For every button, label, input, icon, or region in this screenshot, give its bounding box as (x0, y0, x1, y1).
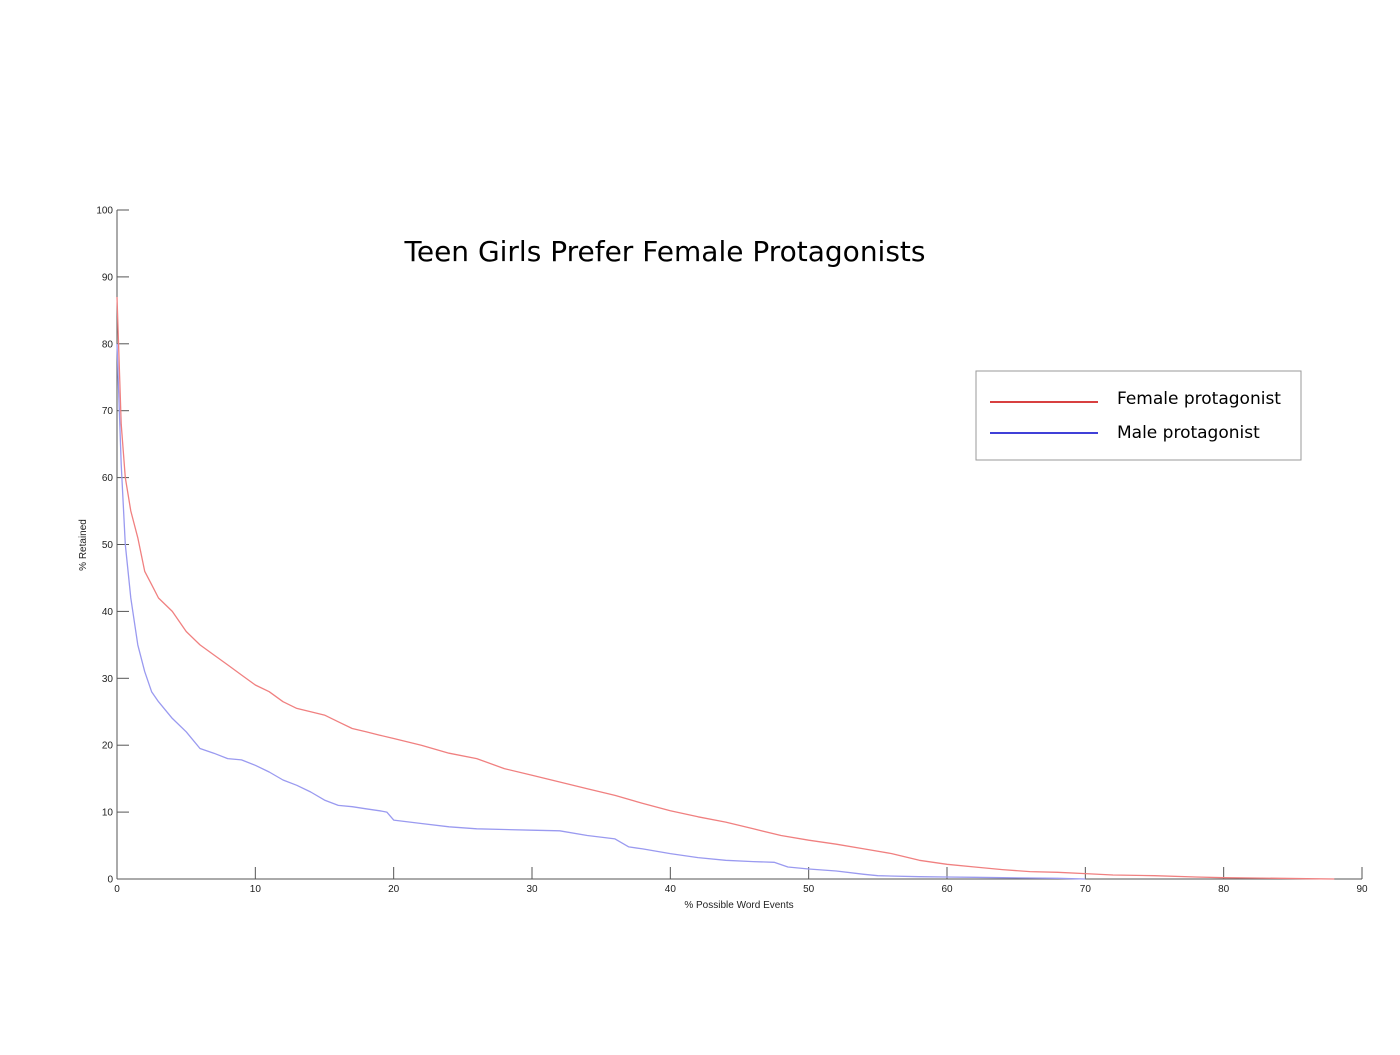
x-tick-label: 40 (665, 884, 677, 895)
axes: 0 10 20 30 40 50 60 70 80 90 100 0 10 20 30 40 50 60 70 80 9… (96, 206, 1368, 896)
legend-label-female: Female protagonist (1117, 389, 1281, 409)
x-tick-label: 50 (803, 884, 815, 895)
y-axis-label: % Retained (78, 519, 89, 571)
y-tick-label: 50 (102, 540, 114, 551)
x-tick-label: 90 (1356, 884, 1368, 895)
y-tick-label: 20 (102, 741, 114, 752)
y-tick-label: 70 (102, 406, 114, 417)
legend: Female protagonist Male protagonist (975, 370, 1302, 461)
x-tick-label: 30 (526, 884, 538, 895)
y-tick-label: 30 (102, 674, 114, 685)
chart-title: Teen Girls Prefer Female Protagonists (404, 235, 926, 268)
x-tick-label: 0 (114, 884, 120, 895)
y-tick-label: 0 (107, 875, 113, 886)
x-tick-label: 20 (388, 884, 400, 895)
x-tick-label: 70 (1080, 884, 1092, 895)
x-tick-label: 80 (1218, 884, 1230, 895)
x-tick-label: 10 (250, 884, 262, 895)
y-tick-label: 10 (102, 808, 114, 819)
y-tick-label: 40 (102, 607, 114, 618)
x-axis-label: % Possible Word Events (684, 900, 793, 911)
y-tick-label: 80 (102, 339, 114, 350)
series-line-female (116, 296, 1335, 880)
x-tick-label: 60 (941, 884, 953, 895)
y-tick-label: 90 (102, 272, 114, 283)
legend-box (975, 370, 1302, 461)
plot-area (116, 296, 1335, 880)
series-line-male (116, 343, 1086, 880)
y-tick-label: 100 (96, 206, 113, 217)
y-tick-label: 60 (102, 473, 114, 484)
legend-label-male: Male protagonist (1117, 423, 1260, 443)
